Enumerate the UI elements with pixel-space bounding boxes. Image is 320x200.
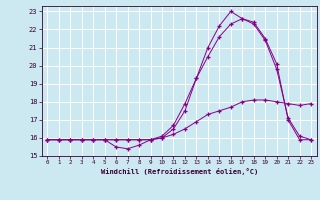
X-axis label: Windchill (Refroidissement éolien,°C): Windchill (Refroidissement éolien,°C) xyxy=(100,168,258,175)
